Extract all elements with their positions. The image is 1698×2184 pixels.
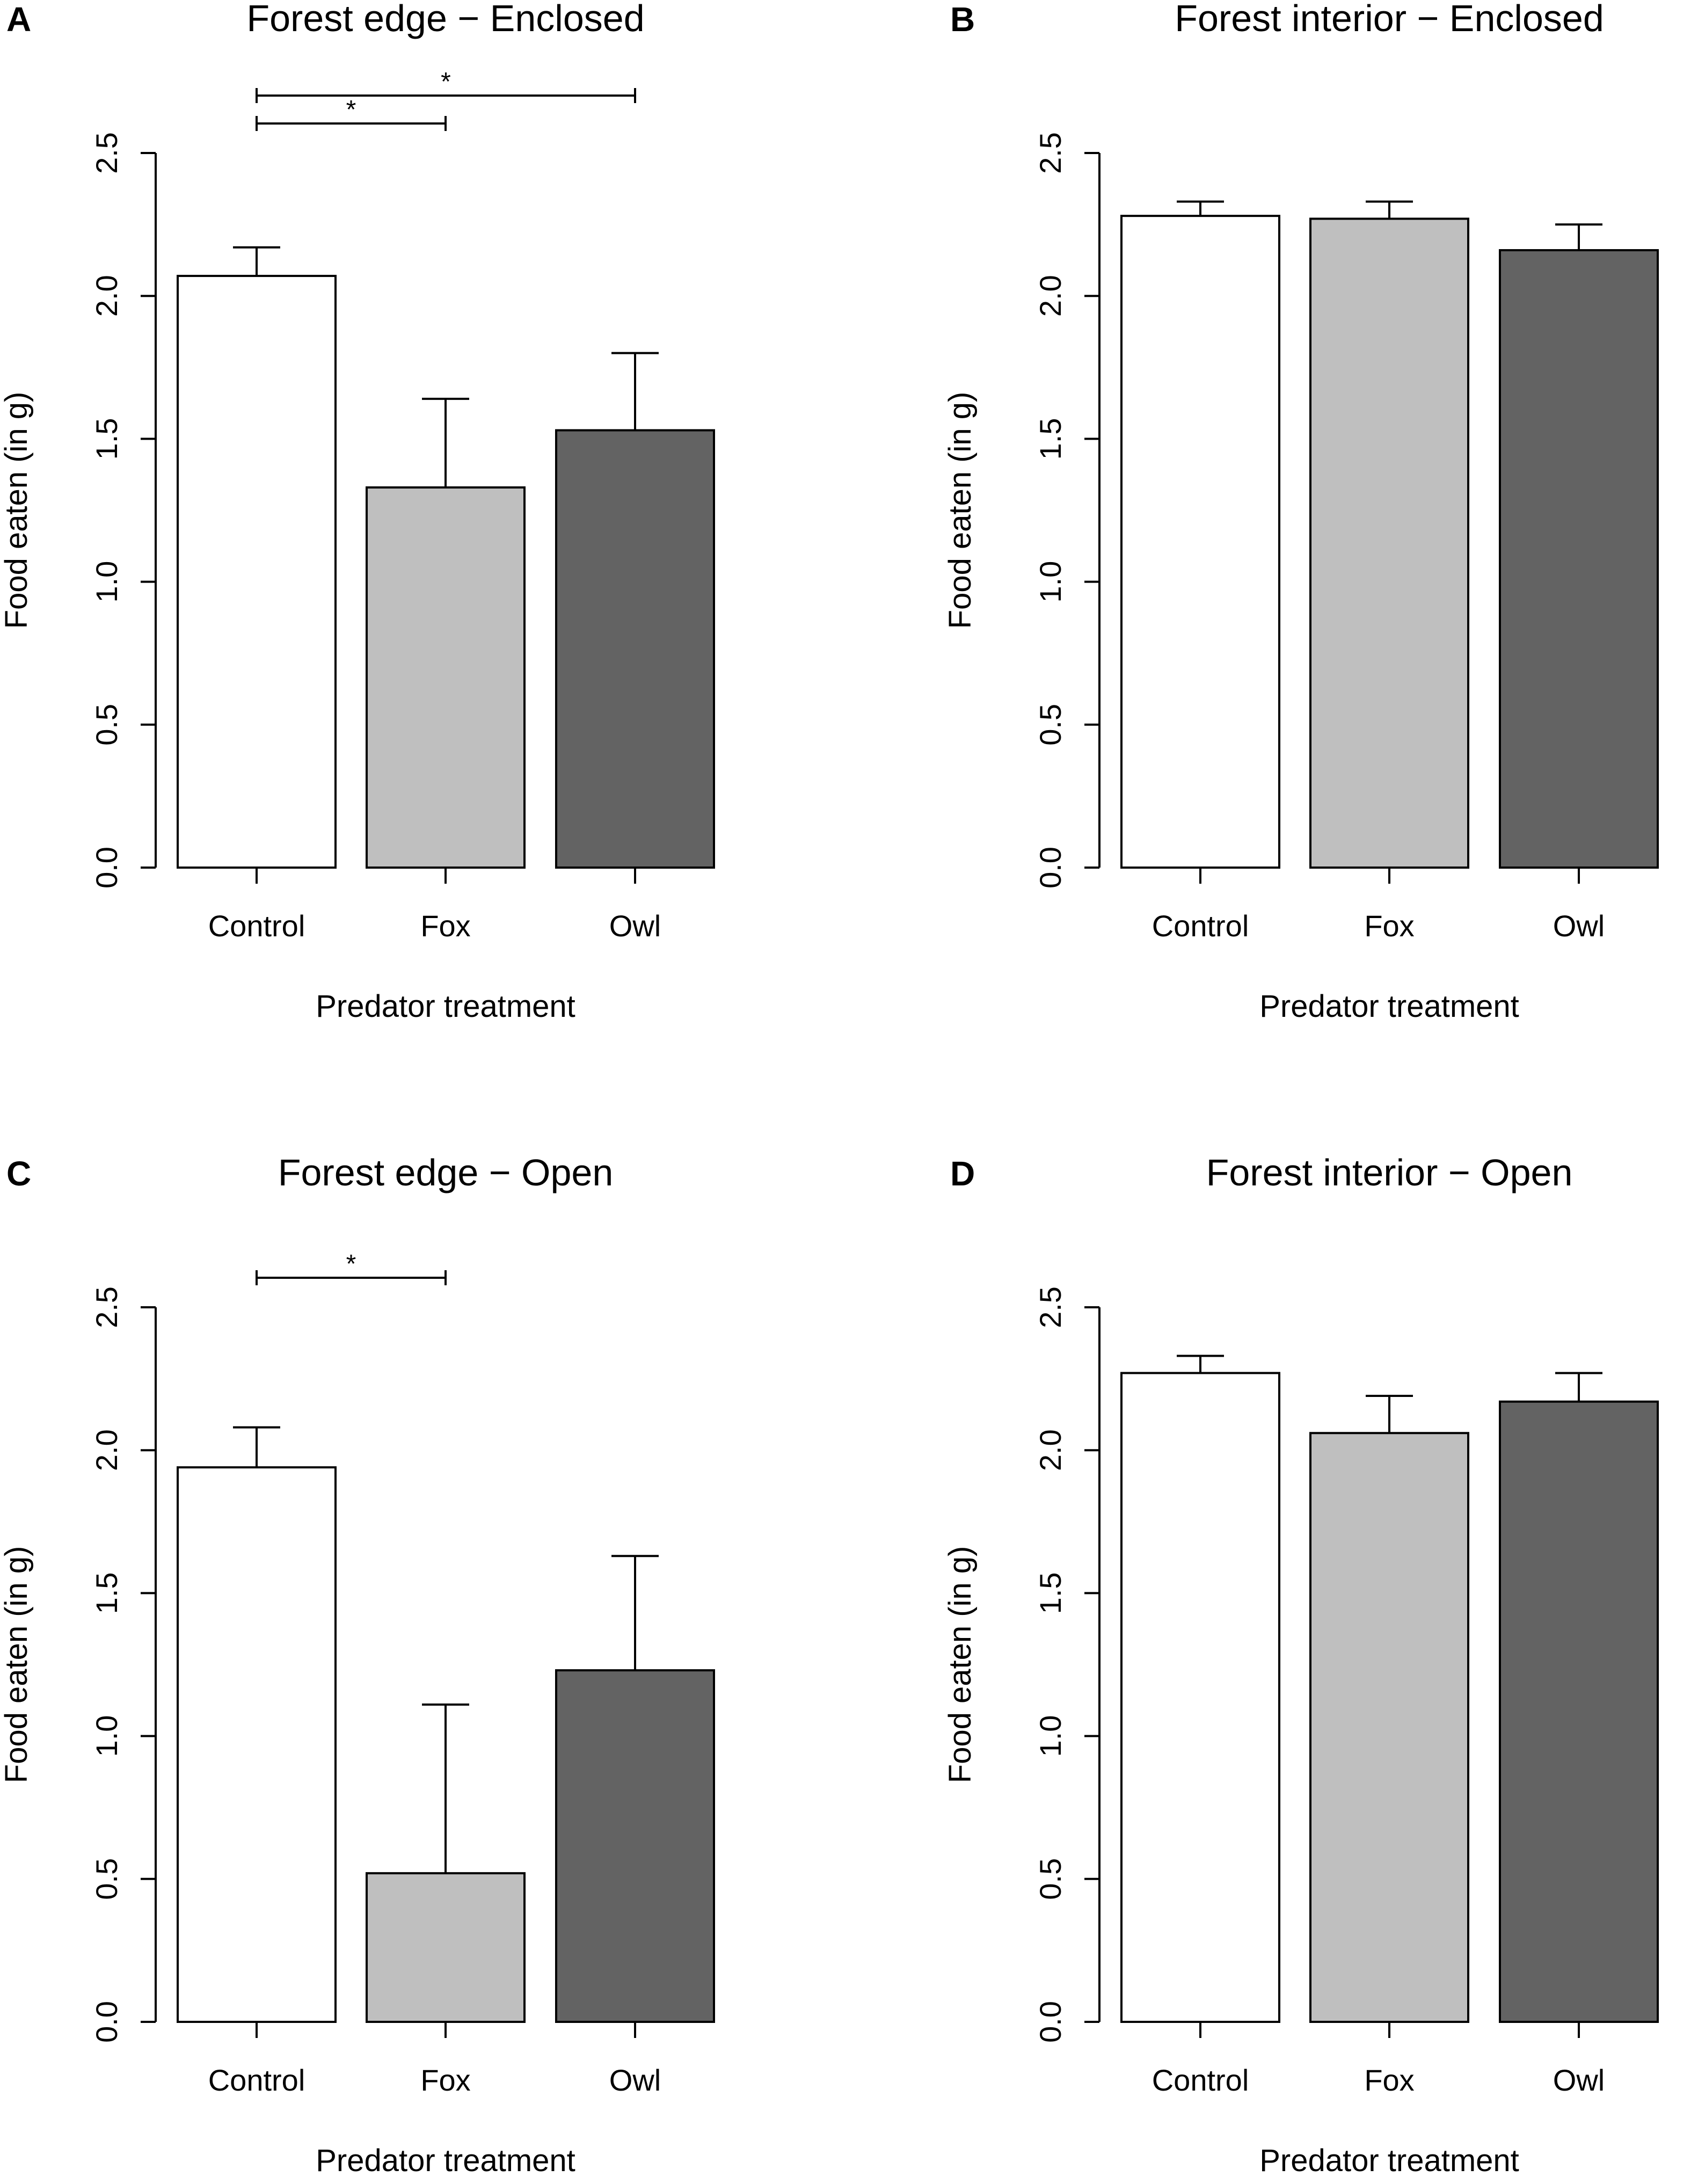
x-tick-label: Owl bbox=[609, 2063, 661, 2097]
y-tick-label: 0.0 bbox=[1033, 2001, 1067, 2043]
y-tick-label: 2.0 bbox=[90, 1429, 123, 1471]
y-tick-label: 0.0 bbox=[1033, 847, 1067, 889]
panel-letter: D bbox=[950, 1154, 975, 1193]
bar-control bbox=[177, 274, 337, 869]
chart-panel-c: C Forest edge − Open 0.0 0.5 1.0 1.5 2.0 2.5 Foo… bbox=[0, 1152, 715, 2178]
panel-letter: A bbox=[6, 0, 31, 39]
x-tick-label: Control bbox=[1152, 2063, 1249, 2097]
x-axis-label: Predator treatment bbox=[316, 989, 575, 1024]
y-tick-label: 0.0 bbox=[90, 2001, 123, 2043]
y-tick-label: 2.5 bbox=[1033, 132, 1067, 174]
y-tick-label: 0.5 bbox=[90, 704, 123, 746]
x-tick-label: Control bbox=[208, 909, 305, 943]
y-tick-label: 1.5 bbox=[1033, 1572, 1067, 1614]
x-tick-label: Owl bbox=[1553, 909, 1605, 943]
chart-panel-a: A Forest edge − Enclosed 0.0 0.5 1.0 1.5 2.0 2.… bbox=[0, 0, 715, 1024]
chart-title: Forest interior − Enclosed bbox=[1175, 0, 1604, 39]
x-tick-label: Fox bbox=[420, 909, 470, 943]
y-tick-label: 1.0 bbox=[1033, 561, 1067, 603]
bar-owl bbox=[1499, 249, 1659, 869]
significance-star: * bbox=[346, 1250, 356, 1278]
y-tick-label: 0.5 bbox=[1033, 704, 1067, 746]
y-tick-label: 1.5 bbox=[1033, 418, 1067, 460]
chart-title: Forest interior − Open bbox=[1206, 1152, 1573, 1193]
panel-letter: B bbox=[950, 0, 975, 39]
chart-title: Forest edge − Enclosed bbox=[246, 0, 644, 39]
bar-fox bbox=[1309, 217, 1469, 869]
y-tick-label: 2.0 bbox=[1033, 275, 1067, 317]
bar-control bbox=[1120, 1372, 1280, 2023]
y-tick-label: 1.0 bbox=[1033, 1715, 1067, 1757]
x-tick-label: Control bbox=[208, 2063, 305, 2097]
x-tick-label: Owl bbox=[609, 909, 661, 943]
y-axis-label: Food eaten (in g) bbox=[0, 392, 34, 629]
y-axis-label: Food eaten (in g) bbox=[0, 1546, 34, 1783]
bar-fox bbox=[366, 486, 526, 869]
y-tick-label: 1.5 bbox=[90, 418, 123, 460]
y-axis-label: Food eaten (in g) bbox=[943, 392, 978, 629]
y-tick-label: 1.0 bbox=[90, 561, 123, 603]
chart-panel-b: B Forest interior − Enclosed 0.0 0.5 1.0 1.5 2… bbox=[943, 0, 1659, 1024]
y-axis-label: Food eaten (in g) bbox=[943, 1546, 978, 1783]
bar-fox bbox=[1309, 1432, 1469, 2023]
significance-star: * bbox=[441, 68, 451, 96]
bar-owl bbox=[555, 429, 715, 869]
y-tick-label: 0.5 bbox=[90, 1858, 123, 1900]
bar-owl bbox=[1499, 1400, 1659, 2023]
x-tick-label: Control bbox=[1152, 909, 1249, 943]
x-axis-label: Predator treatment bbox=[1259, 2143, 1519, 2178]
bar-control bbox=[1120, 215, 1280, 869]
chart-panel-d: D Forest interior − Open 0.0 0.5 1.0 1.5 2.0 2.… bbox=[943, 1152, 1659, 2178]
x-tick-label: Fox bbox=[1364, 2063, 1414, 2097]
significance-star: * bbox=[346, 96, 356, 124]
y-tick-label: 2.0 bbox=[90, 275, 123, 317]
x-axis-label: Predator treatment bbox=[1259, 989, 1519, 1024]
y-tick-label: 2.5 bbox=[90, 132, 123, 174]
y-tick-label: 0.5 bbox=[1033, 1858, 1067, 1900]
bar-fox bbox=[366, 1872, 526, 2023]
y-tick-label: 1.0 bbox=[90, 1715, 123, 1757]
y-tick-label: 1.5 bbox=[90, 1572, 123, 1614]
bar-owl bbox=[555, 1669, 715, 2023]
x-tick-label: Owl bbox=[1553, 2063, 1605, 2097]
x-axis-label: Predator treatment bbox=[316, 2143, 575, 2178]
bar-control bbox=[177, 1466, 337, 2023]
x-tick-label: Fox bbox=[420, 2063, 470, 2097]
y-tick-label: 0.0 bbox=[90, 847, 123, 889]
y-tick-label: 2.5 bbox=[1033, 1286, 1067, 1328]
y-tick-label: 2.5 bbox=[90, 1286, 123, 1328]
y-tick-label: 2.0 bbox=[1033, 1429, 1067, 1471]
panel-letter: C bbox=[6, 1154, 31, 1193]
x-tick-label: Fox bbox=[1364, 909, 1414, 943]
chart-title: Forest edge − Open bbox=[278, 1152, 614, 1193]
